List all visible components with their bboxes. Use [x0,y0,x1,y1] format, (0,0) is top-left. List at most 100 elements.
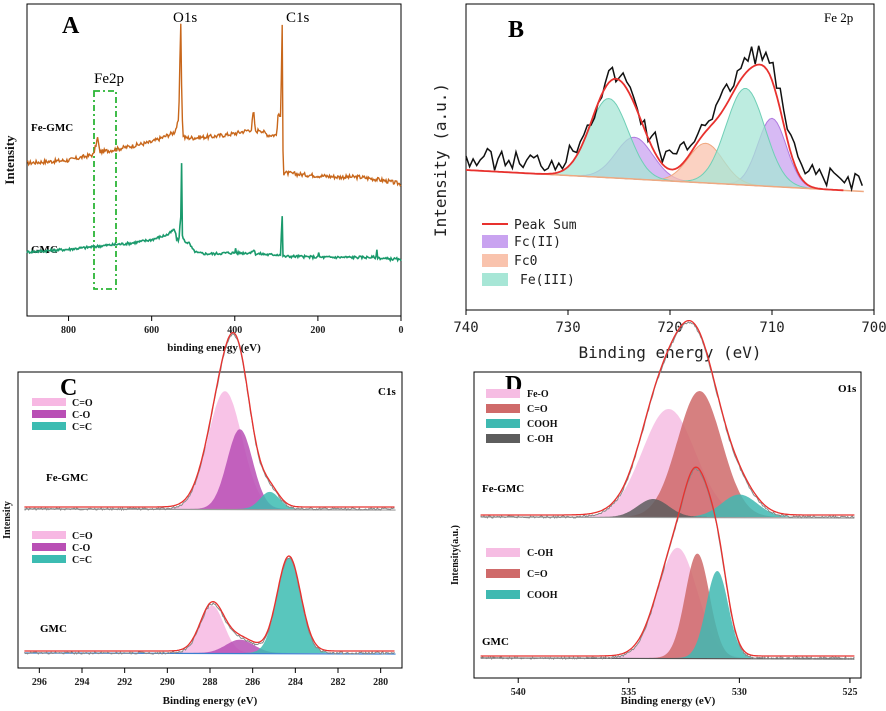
panel-c-tick-label: 296 [32,677,47,688]
panel-d-raw-fe-gmc [480,321,855,519]
panel-a-tick-label: 600 [144,325,159,336]
panel-a-series-gmc [26,163,402,263]
panel-b-title: Fe 2p [824,10,853,25]
panel-c-legend-top: C=O C-O C=C [32,398,93,433]
legend-d-top-feo-swatch [486,389,520,398]
panel-d-ylabel: Intensity(a.u.) [450,525,461,585]
panel-c-tick-label: 284 [288,677,303,688]
legend-d-top-coh-label: C-OH [527,434,553,445]
legend-d-top-cooh-label: COOH [527,419,558,430]
legend-d-bottom-coh-label: C-OH [527,548,553,559]
panel-a-tick-label: 400 [227,325,242,336]
panel-c-ylabel: Intensity [2,501,13,539]
panel-c-tick-label: 288 [203,677,218,688]
panel-a-label: A [62,13,80,39]
panel-c-envelope-fe-gmc [24,331,395,508]
panel-c-tick-label: 280 [373,677,388,688]
panel-d-fit-fe-gmc-0 [480,409,855,517]
panel-c-tick-label: 282 [331,677,346,688]
legend-d-bottom-cooh-label: COOH [527,590,558,601]
panel-c-fit-fe-gmc-0 [24,391,396,509]
panel-d-fit-gmc-0 [480,547,855,658]
panel-b-tick-label: 740 [453,320,478,336]
legend-c-top-ceqo-label: C=O [72,398,93,409]
panel-d-frame [473,371,862,679]
legend-fe3-swatch [482,273,508,286]
panel-b: B Fe 2p 740 730 720 710 700 Binding energy (… [431,3,886,362]
legend-c-bottom-co-swatch [32,543,66,551]
legend-d-bottom-cooh-swatch [486,590,520,599]
panel-c-title: C1s [378,386,396,398]
panel-b-tick-label: 730 [555,320,580,336]
panel-d-tick-label: 530 [732,687,747,698]
panel-b-tick-label: 710 [759,320,784,336]
panel-d-fit-fe-gmc-2 [480,494,855,517]
legend-c-bottom-ceqc-swatch [32,555,66,563]
panel-d-fit-fe-gmc-1 [480,391,855,517]
legend-fe3-label: Fe(III) [520,273,575,288]
panel-c-fegmc-label: Fe-GMC [46,472,88,484]
panel-a-tick-label: 800 [61,325,76,336]
legend-c-top-ceqo-swatch [32,398,66,406]
panel-d-fegmc-label: Fe-GMC [482,483,524,495]
legend-c-top-co-label: C-O [72,410,91,421]
panel-d-tick-label: 540 [511,687,526,698]
legend-fe0-label: Fc0 [514,254,537,269]
panel-b-tick-label: 700 [861,320,886,336]
panel-d-tick-label: 535 [621,687,636,698]
panel-d: D O1s Fe-GMC GMC Fe-O C=O COOH C-OH C-OH… [450,319,862,707]
legend-d-bottom-ceqo-label: C=O [527,569,548,580]
panel-d-fit-fe-gmc-3 [480,499,855,517]
panel-b-peak-sum [465,63,844,192]
legend-fe2-swatch [482,235,508,248]
panel-a-tick-label: 200 [310,325,325,336]
panel-d-legend-top: Fe-O C=O COOH C-OH [486,389,558,445]
panel-c-tick-label: 286 [245,677,260,688]
panel-d-title: O1s [838,383,857,395]
legend-c-bottom-co-label: C-O [72,543,91,554]
legend-fe0-swatch [482,254,508,267]
panel-d-legend-bottom: C-OH C=O COOH [486,548,558,601]
panel-a-o1s-annotation: O1s [173,10,197,26]
panel-a-tick-label: 0 [399,325,404,336]
legend-c-top-co-swatch [32,410,66,418]
panel-d-xlabel: Binding energy (eV) [621,695,716,707]
legend-d-top-ceqo-label: C=O [527,404,548,415]
panel-c-envelope-gmc [24,555,395,652]
panel-a-c1s-annotation: C1s [286,10,310,26]
panel-a-fe2p-annotation: Fe2p [94,71,124,87]
legend-c-bottom-ceqc-label: C=C [72,555,92,566]
panel-b-xlabel: Binding energy (eV) [578,343,761,362]
panel-c-label: C [60,375,77,401]
panel-c-baseline-gmc [24,652,396,655]
legend-d-top-cooh-swatch [486,419,520,428]
legend-d-top-coh-swatch [486,434,520,443]
panel-c-tick-label: 292 [117,677,132,688]
legend-d-bottom-coh-swatch [486,548,520,557]
panel-b-raw-spectrum [465,45,864,193]
panel-a-frame [26,3,402,317]
panel-c-fit-gmc-2 [24,558,396,653]
panel-c-raw-gmc [24,557,395,655]
panel-c-xlabel: Binding energy (eV) [163,695,258,707]
panel-c-gmc-label: GMC [40,623,67,635]
legend-c-top-ceqc-label: C=C [72,422,92,433]
panel-a-xlabel: binding energy (eV) [167,342,261,354]
panel-c: C C1s Fe-GMC GMC C=O C-O C=C C=O C-O C=C… [2,331,403,707]
legend-d-bottom-ceqo-swatch [486,569,520,578]
panel-d-envelope-fe-gmc [480,319,855,516]
panel-c-tick-label: 290 [160,677,175,688]
legend-peak-sum-label: Peak Sum [514,218,577,233]
panel-a-fe2p-box [93,90,117,290]
panel-d-tick-label: 525 [842,687,857,698]
legend-fe2-label: Fc(II) [514,235,561,250]
panel-a-ylabel: Intensity [2,135,17,185]
panel-a: A O1s C1s Fe2p Fe-GMC GMC 800 600 400 200 0 … [2,3,404,354]
legend-d-top-feo-label: Fe-O [527,389,549,400]
panel-d-envelope-gmc [480,466,855,657]
legend-d-top-ceqo-swatch [486,404,520,413]
panel-a-fegmc-label: Fe-GMC [31,122,73,134]
panel-a-series-fegmc [26,23,402,187]
panel-b-label: B [508,17,524,43]
